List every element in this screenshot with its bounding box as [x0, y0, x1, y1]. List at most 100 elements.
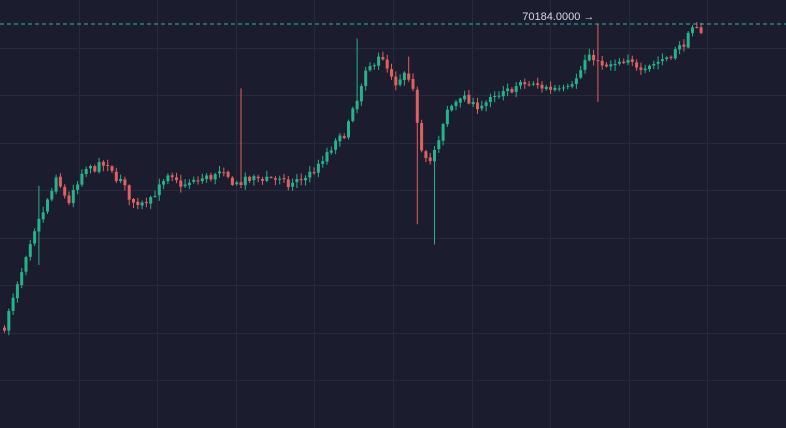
candle: [510, 87, 514, 94]
candle: [286, 176, 290, 191]
candle: [166, 173, 170, 185]
candle: [617, 58, 621, 66]
candle: [596, 24, 600, 102]
candle: [11, 293, 15, 315]
candle-body: [256, 176, 260, 179]
candle-body: [170, 175, 174, 178]
candle: [678, 41, 682, 55]
candle: [334, 137, 338, 155]
candle: [359, 83, 363, 106]
candle-body: [33, 231, 37, 244]
candle-body: [428, 157, 432, 162]
candle-body: [11, 297, 15, 311]
candle-body: [359, 86, 363, 102]
candle-body: [493, 95, 497, 97]
candle: [557, 85, 561, 92]
candle-body: [519, 81, 522, 86]
candle: [613, 59, 617, 71]
candle-body: [106, 164, 110, 166]
candle-body: [123, 179, 127, 186]
candle-body: [437, 140, 441, 150]
candle-body: [660, 59, 664, 62]
candle: [321, 155, 325, 168]
candle: [37, 185, 41, 265]
candle: [570, 81, 574, 89]
candle: [256, 174, 260, 183]
candle-body: [626, 60, 630, 63]
candle: [230, 176, 234, 186]
candle: [652, 60, 656, 70]
candle-body: [665, 57, 669, 59]
candle: [390, 63, 393, 80]
candle-body: [101, 161, 105, 166]
candle-body: [89, 166, 92, 169]
candle-body: [523, 82, 527, 85]
candle: [299, 173, 303, 186]
candle: [24, 255, 28, 276]
candle-body: [587, 54, 591, 61]
candle-body: [450, 105, 454, 111]
candle: [20, 267, 24, 289]
candle-body: [41, 212, 45, 220]
candle-body: [149, 197, 153, 204]
candle: [132, 197, 135, 208]
candle: [93, 164, 97, 173]
candle-body: [299, 179, 303, 181]
candle-body: [321, 161, 325, 164]
candle: [514, 82, 518, 98]
candle-body: [187, 182, 191, 186]
candle: [415, 86, 419, 225]
candle: [639, 62, 643, 75]
candle: [394, 71, 398, 91]
candle-body: [312, 172, 316, 174]
candle-body: [239, 182, 243, 185]
candle-body: [390, 69, 393, 77]
candle-body: [50, 190, 54, 200]
candle: [213, 172, 217, 185]
candle-body: [497, 95, 501, 97]
candle-body: [510, 88, 514, 93]
candle: [673, 46, 677, 60]
candle-body: [166, 175, 170, 182]
candle: [437, 135, 441, 153]
candle: [574, 73, 578, 89]
candle: [89, 164, 92, 174]
candle: [587, 48, 591, 62]
candle-body: [76, 184, 80, 190]
candle: [153, 190, 157, 198]
candle: [686, 31, 690, 49]
candle: [46, 198, 49, 214]
candle-body: [600, 60, 604, 66]
candle-body: [329, 150, 333, 153]
candle: [144, 197, 148, 208]
candle: [71, 184, 75, 208]
candle-body: [420, 123, 424, 151]
candle-body: [28, 244, 32, 257]
candle-body: [527, 84, 531, 86]
candle-body: [338, 135, 342, 142]
candle: [196, 176, 200, 185]
candle: [123, 176, 127, 191]
candle-body: [368, 66, 372, 71]
candle: [402, 71, 406, 86]
candle-body: [84, 169, 88, 175]
candle-body: [398, 79, 402, 85]
candle: [157, 178, 161, 201]
candle-body: [480, 105, 484, 109]
candle-body: [67, 195, 71, 204]
candle-body: [415, 89, 419, 123]
candle: [540, 81, 544, 93]
candle: [218, 166, 221, 178]
candle-body: [536, 83, 540, 86]
candle-body: [407, 73, 411, 80]
candle-body: [583, 60, 587, 70]
candle: [454, 99, 458, 111]
candle: [364, 66, 368, 91]
candle-body: [144, 202, 148, 204]
candle: [149, 195, 153, 210]
candle-body: [140, 202, 144, 206]
candle-body: [394, 76, 398, 86]
candle: [377, 52, 381, 70]
candle: [278, 175, 282, 185]
